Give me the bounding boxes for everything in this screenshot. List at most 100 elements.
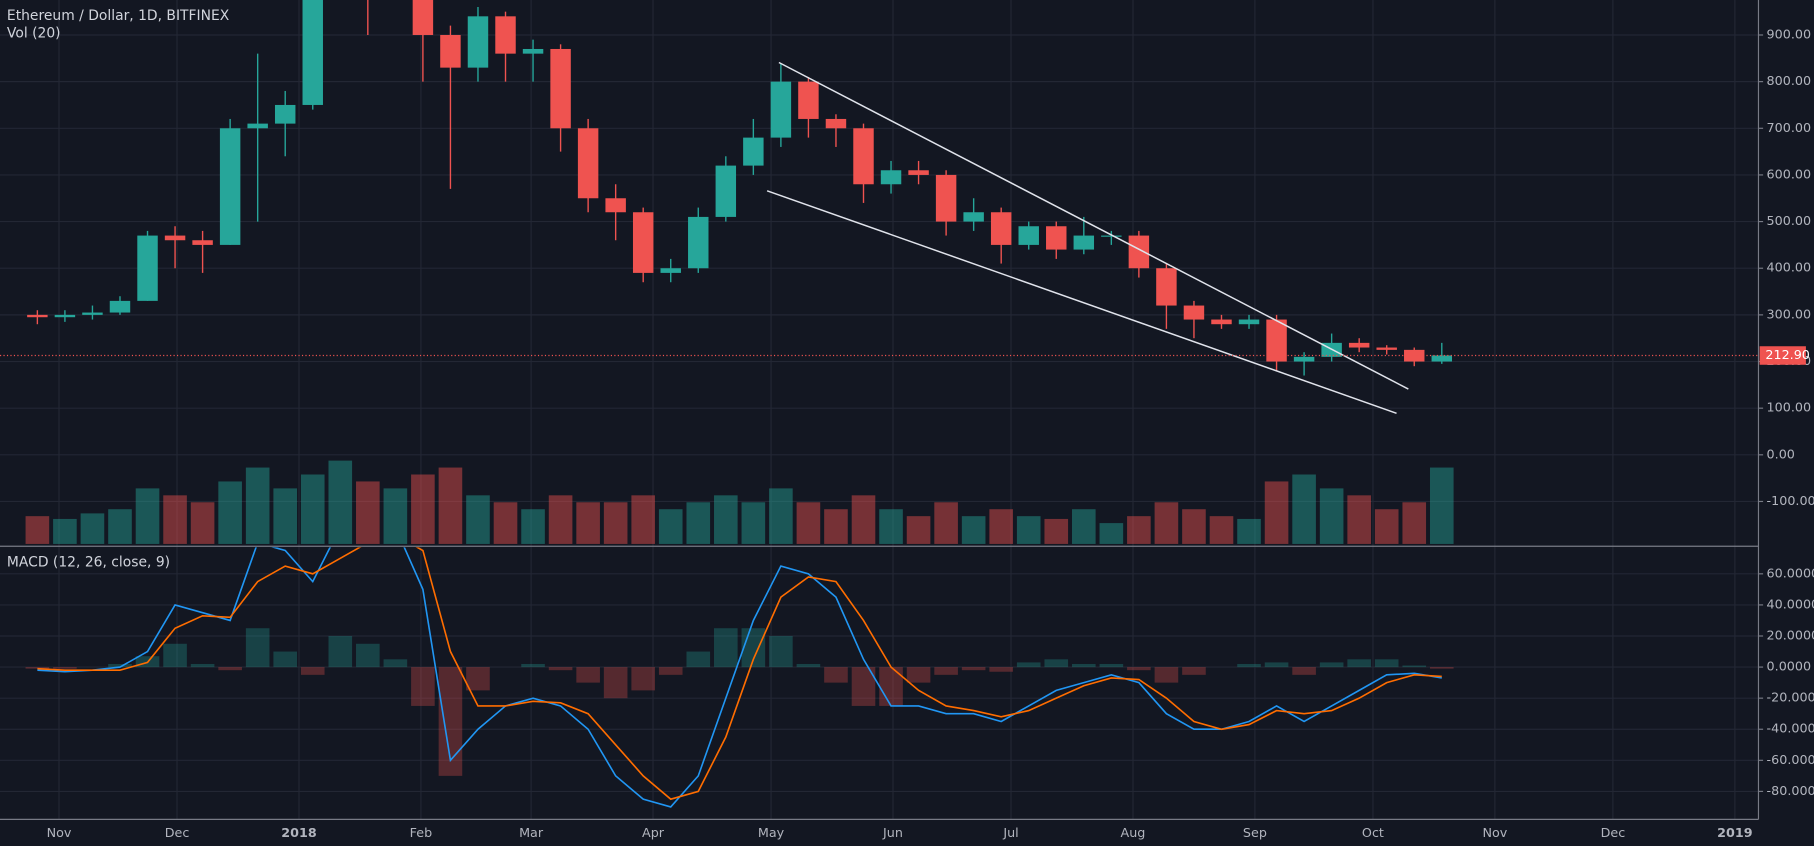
volume-bar [934, 502, 958, 544]
macd-histogram-bar [1154, 667, 1179, 683]
y-tick-label: -100.00 [1767, 493, 1814, 508]
candle-body [1046, 226, 1067, 250]
x-tick-label: Feb [410, 825, 433, 840]
trendline [766, 190, 1397, 415]
y-tick-label: -60.0000 [1767, 752, 1814, 767]
x-tick-label: Nov [47, 825, 72, 840]
x-tick-label: 2018 [281, 825, 317, 840]
macd-histogram-bar [658, 667, 683, 675]
macd-histogram-bar [218, 667, 242, 671]
x-tick-label: 2019 [1717, 825, 1753, 840]
macd-histogram-bar [1292, 667, 1316, 675]
candle-body [302, 0, 323, 105]
x-tick-label: Dec [165, 825, 190, 840]
macd-histogram-bar [328, 635, 353, 668]
candle-body [440, 34, 461, 68]
x-tick-label: Aug [1121, 825, 1146, 840]
volume-bar [108, 509, 132, 544]
macd-histogram-bar [796, 663, 821, 668]
macd-histogram-bar [714, 628, 738, 668]
grid [0, 0, 1759, 820]
volume-bar [548, 495, 573, 544]
macd-histogram-bar [53, 667, 77, 669]
y-tick-label: 300.00 [1767, 306, 1812, 321]
volume-bar [769, 488, 793, 544]
candle-body [825, 118, 847, 129]
volume-bar [1402, 502, 1427, 544]
macd-histogram-bar [273, 651, 298, 668]
volume-bar [383, 488, 408, 544]
macd-histogram-bar [1347, 659, 1371, 668]
volume-bar [1044, 518, 1069, 544]
macd-histogram-bar [438, 667, 463, 776]
y-tick-label: 400.00 [1767, 260, 1812, 275]
macd-histogram-bar [824, 667, 848, 683]
volume-bar [273, 488, 298, 544]
volume-bar [411, 474, 435, 544]
volume-bar [521, 509, 545, 544]
volume-bar [714, 495, 738, 544]
candle-body [137, 235, 158, 301]
y-tick-label: -80.0000 [1767, 783, 1814, 798]
candle-body [1348, 342, 1370, 348]
volume-bar [906, 516, 931, 544]
volume-bar [1264, 481, 1289, 544]
volume-bar [300, 474, 325, 544]
candle-body [1404, 349, 1425, 362]
macd-histogram-bar [989, 667, 1013, 672]
macd-histogram-bar [411, 667, 435, 706]
candle-body [963, 212, 984, 222]
candle-body [1293, 356, 1315, 362]
candle-body [412, 0, 434, 35]
macd-histogram-bar [108, 663, 132, 668]
volume-bar [1429, 467, 1454, 544]
candle-body [1431, 355, 1453, 362]
macd-histogram-bar [1374, 659, 1399, 668]
x-tick-label: Sep [1243, 825, 1267, 840]
macd-line [37, 547, 1442, 808]
macd-pane [25, 547, 1454, 808]
macd-histogram-bar [1016, 662, 1041, 668]
macd-histogram-bar [383, 659, 408, 668]
candle-body [770, 81, 792, 138]
volume-bar [190, 502, 215, 544]
trendline [778, 61, 1409, 390]
x-tick-label: May [758, 825, 785, 840]
y-tick-label: 500.00 [1767, 213, 1812, 228]
x-tick-label: Mar [519, 825, 544, 840]
candle-body [935, 174, 957, 222]
candle-body [1266, 319, 1287, 362]
volume-bar [961, 516, 986, 544]
x-tick-label: Jun [882, 825, 903, 840]
symbol-title: Ethereum / Dollar, 1D, BITFINEX [7, 8, 230, 24]
candle-body [54, 314, 76, 318]
volume-bar [135, 488, 160, 544]
candle-body [715, 165, 737, 217]
candle-body [577, 128, 599, 199]
macd-histogram-bar [1319, 662, 1344, 668]
y-tick-label: -20.0000 [1767, 690, 1814, 705]
candle-body [1156, 268, 1177, 306]
volume-bar [631, 495, 656, 544]
macd-histogram-bar [769, 635, 793, 668]
candle-body [880, 170, 902, 185]
macd-histogram-bar [163, 643, 187, 668]
volume-bar [356, 481, 380, 544]
volume-bar [576, 502, 600, 544]
volume-bar [1347, 495, 1371, 544]
volume-bar [989, 509, 1013, 544]
volume-bar [328, 460, 353, 544]
candle-body [798, 81, 819, 119]
volume-bar [493, 502, 518, 544]
volume-bar [603, 502, 628, 544]
y-tick-label: 20.0000 [1767, 627, 1814, 642]
x-tick-label: Apr [642, 825, 665, 840]
volume-bar [1209, 516, 1234, 544]
candle-body [1128, 235, 1150, 269]
volume-bar [1292, 474, 1316, 544]
volume-bar [658, 509, 683, 544]
candle-body [247, 123, 268, 129]
